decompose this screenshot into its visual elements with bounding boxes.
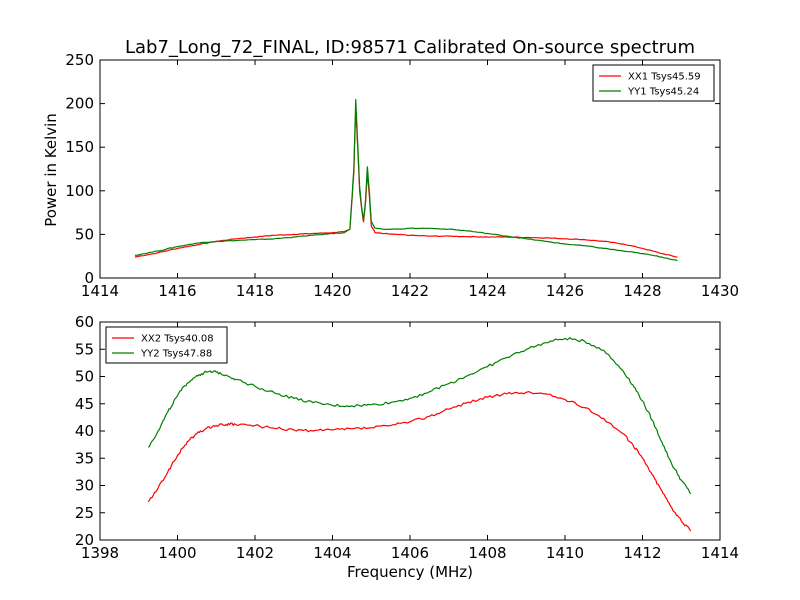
y-tick-label: 40 xyxy=(75,422,94,440)
series-line-YY2 Tsys47.88 xyxy=(147,336,692,495)
x-tick-label: 1402 xyxy=(236,544,274,562)
x-tick-label: 1414 xyxy=(701,544,739,562)
x-tick-label: 1416 xyxy=(158,282,196,300)
series-line-YY1 Tsys45.24 xyxy=(134,99,678,262)
x-tick-label: 1406 xyxy=(391,544,429,562)
y-tick-label: 60 xyxy=(75,313,94,331)
legend-entry: YY1 Tsys45.24 xyxy=(627,87,699,98)
x-tick-label: 1418 xyxy=(236,282,274,300)
y-tick-label: 45 xyxy=(75,395,94,413)
x-tick-label: 1422 xyxy=(391,282,429,300)
bottom-panel: 1398 1400 1402 1404 1406 1408 1410 1412 1414 20 25… xyxy=(75,313,739,562)
chart-title: Lab7_Long_72_FINAL, ID:98571 Calibrated … xyxy=(125,37,695,58)
bottom-x-axis-label: Frequency (MHz) xyxy=(347,563,473,581)
y-tick-label: 250 xyxy=(65,51,94,69)
top-y-axis-label: Power in Kelvin xyxy=(42,113,60,227)
y-tick-label: 55 xyxy=(75,340,94,358)
y-tick-label: 30 xyxy=(75,477,94,495)
y-tick-label: 20 xyxy=(75,531,94,549)
y-tick-label: 100 xyxy=(65,182,94,200)
x-tick-label: 1424 xyxy=(468,282,506,300)
legend-entry: XX1 Tsys45.59 xyxy=(628,72,701,83)
x-tick-label: 1428 xyxy=(623,282,661,300)
legend-entry: YY2 Tsys47.88 xyxy=(140,349,212,360)
y-tick-label: 150 xyxy=(65,138,94,156)
x-tick-label: 1408 xyxy=(468,544,506,562)
x-tick-label: 1430 xyxy=(701,282,739,300)
y-tick-label: 0 xyxy=(84,269,94,287)
y-tick-label: 50 xyxy=(75,368,94,386)
y-tick-label: 200 xyxy=(65,95,94,113)
x-tick-label: 1410 xyxy=(546,544,584,562)
y-tick-label: 35 xyxy=(75,449,94,467)
y-tick-label: 50 xyxy=(75,225,94,243)
legend-entry: XX2 Tsys40.08 xyxy=(141,334,214,345)
x-tick-label: 1420 xyxy=(313,282,351,300)
legend-box xyxy=(592,64,715,102)
x-tick-label: 1414 xyxy=(81,282,119,300)
x-tick-label: 1400 xyxy=(158,544,196,562)
x-tick-label: 1398 xyxy=(81,544,119,562)
x-tick-label: 1412 xyxy=(623,544,661,562)
y-tick-label: 25 xyxy=(75,504,94,522)
series-line-XX2 Tsys40.08 xyxy=(147,390,692,532)
x-tick-label: 1404 xyxy=(313,544,351,562)
x-tick-label: 1426 xyxy=(546,282,584,300)
legend-box xyxy=(105,326,228,364)
top-panel: 1414 1416 1418 1420 1422 1424 1426 1428 1430 0 50 1… xyxy=(65,51,739,300)
